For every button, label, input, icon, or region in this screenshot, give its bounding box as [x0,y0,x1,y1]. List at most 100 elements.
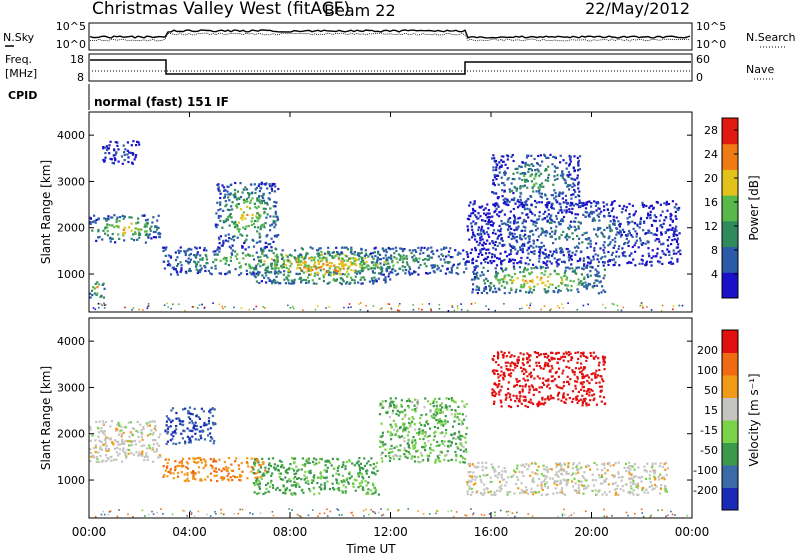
data-cell [546,397,549,400]
data-cell [524,163,527,166]
cpid-panel: CPID normal (fast) 151 IF [8,84,229,110]
data-cell [564,355,567,358]
data-cell [337,486,340,490]
data-cell [635,232,638,235]
data-cell [157,456,160,459]
data-cell [620,309,623,312]
data-cell [519,308,521,310]
data-cell [166,475,169,478]
data-cell [187,269,190,273]
data-cell [96,292,99,295]
data-cell [494,275,497,278]
data-cell [275,266,278,269]
data-cell [307,470,310,473]
data-cell [179,270,182,273]
data-cell [598,476,601,479]
data-cell [271,457,275,460]
data-cell [681,304,684,307]
data-cell [373,486,376,489]
data-cell [105,219,108,222]
data-cell [523,490,526,493]
data-cell [253,491,256,494]
data-cell [570,480,574,483]
data-cell [334,272,337,275]
data-cell [419,249,422,252]
data-cell [286,277,289,280]
data-cell [346,280,349,284]
data-cell [444,272,447,275]
data-cell [460,308,463,311]
data-cell [255,264,258,267]
data-cell [582,476,585,479]
data-cell [297,468,300,471]
data-cell [589,242,592,245]
colorbar-segment [722,220,738,248]
data-cell [555,225,558,228]
data-cell [331,457,334,460]
data-cell [230,205,233,208]
data-cell [353,281,356,285]
data-cell [272,219,275,223]
data-cell [592,372,595,375]
data-cell [491,388,494,391]
data-cell [602,396,605,399]
colorbar-segment [722,272,738,299]
data-cell [647,214,650,217]
data-cell [388,303,390,305]
data-cell [562,307,565,309]
data-cell [96,458,99,461]
data-cell [340,283,343,286]
data-cell [505,223,508,226]
data-cell [662,242,665,245]
data-cell [628,470,631,473]
data-cell [238,478,241,482]
data-cell [240,462,243,465]
data-cell [496,164,499,167]
data-cell [520,464,523,467]
data-cell [529,210,532,213]
data-cell [494,240,497,244]
data-cell [493,468,496,471]
data-cell [559,174,563,177]
data-cell [385,251,388,254]
data-cell [551,207,554,210]
data-cell [310,266,313,269]
data-cell [659,473,662,476]
data-cell [377,277,380,280]
data-cell [535,182,538,185]
data-cell [538,174,541,177]
data-cell [562,230,565,233]
data-cell [242,226,245,229]
data-cell [111,237,114,240]
data-cell [607,250,610,254]
data-cell [492,222,495,225]
data-cell [204,478,207,481]
data-cell [265,267,268,270]
data-cell [634,230,637,233]
data-cell [307,264,310,267]
data-cell [530,173,533,176]
data-cell [97,451,100,454]
data-cell [615,255,618,258]
data-cell [186,462,189,465]
data-cell [622,254,625,257]
data-cell [263,260,266,263]
data-cell [298,277,301,280]
data-cell [608,461,611,464]
data-cell [363,278,366,281]
data-cell [174,467,177,470]
data-cell [457,307,459,310]
data-cell [261,474,264,477]
data-cell [516,200,519,203]
data-cell [580,466,583,469]
data-cell [205,463,208,466]
data-cell [360,480,363,483]
data-cell [141,450,144,453]
data-cell [244,254,247,257]
data-cell [556,177,559,180]
data-cell [670,257,673,260]
data-cell [637,482,640,485]
data-cell [194,438,197,441]
data-cell [497,215,501,218]
data-cell [373,471,376,474]
